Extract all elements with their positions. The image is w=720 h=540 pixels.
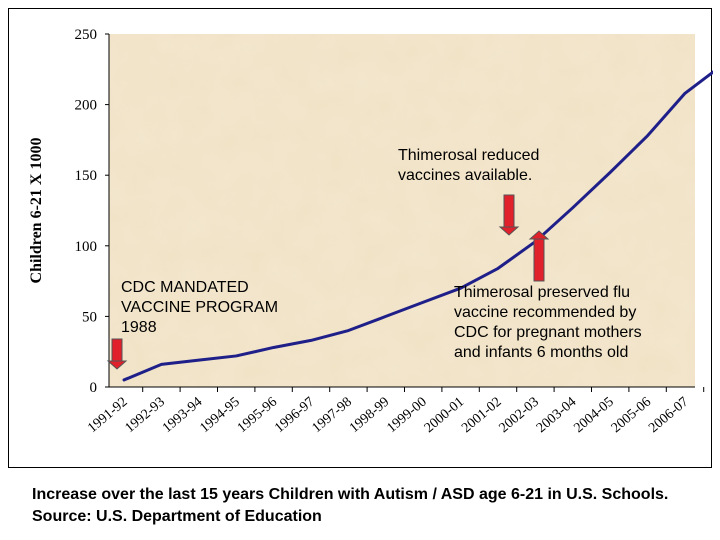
x-tick-label: 1997-98 xyxy=(310,395,355,436)
x-tick-label: 2006-07 xyxy=(646,395,691,436)
x-tick-label: 1999-00 xyxy=(384,395,429,436)
chart-frame: 0 50 100 150 200 250 1991-92 1992-93 1993-94 1994… xyxy=(8,8,713,468)
x-tick-label: 1995-96 xyxy=(235,395,280,436)
annotation-text: and infants 6 months old xyxy=(454,344,628,361)
y-tick-label: 100 xyxy=(75,239,98,255)
x-tick-label: 1993-94 xyxy=(160,395,205,436)
chart-caption: Increase over the last 15 years Children… xyxy=(32,486,669,525)
x-tick-label: 1994-95 xyxy=(197,395,242,436)
y-tick-label: 250 xyxy=(75,27,98,43)
x-tick-label: 2001-02 xyxy=(459,395,504,436)
annotation-text: CDC MANDATED xyxy=(121,279,249,296)
annotation-text: vaccine recommended by xyxy=(454,304,636,321)
x-tick-label: 2003-04 xyxy=(534,395,579,436)
annotation-text: VACCINE PROGRAM xyxy=(121,299,278,316)
y-tick-label: 150 xyxy=(75,168,98,184)
y-tick-label: 50 xyxy=(82,309,97,325)
x-tick-label: 1998-99 xyxy=(347,395,392,436)
x-tick-label: 1992-93 xyxy=(123,395,168,436)
series-line xyxy=(122,70,713,382)
chart: 0 50 100 150 200 250 1991-921992-931993-941994… xyxy=(28,27,713,436)
x-tick-label: 1996-97 xyxy=(272,395,317,436)
x-tick-label: 2005-06 xyxy=(609,395,654,436)
annotation-text: 1988 xyxy=(121,319,157,336)
arrow-flu-vaccine xyxy=(528,230,550,282)
annotation-text: Thimerosal preserved flu xyxy=(454,284,630,301)
arrow-thimerosal-reduced xyxy=(498,194,520,236)
annotation-text: vaccines available. xyxy=(398,167,532,184)
x-tick-label: 2004-05 xyxy=(571,395,616,436)
x-tick-label: 2002-03 xyxy=(497,395,542,436)
annotation-text: Thimerosal reduced xyxy=(398,147,539,164)
plot-texture xyxy=(109,34,695,387)
x-tick-label: 2000-01 xyxy=(422,395,467,436)
x-tick-label: 1991-92 xyxy=(85,395,130,436)
y-tick-label: 0 xyxy=(90,380,98,396)
annotation-text: CDC for pregnant mothers xyxy=(454,324,642,341)
y-tick-label: 200 xyxy=(75,98,98,114)
arrow-cdc-mandated xyxy=(106,338,128,370)
y-axis-title: Children 6-21 X 1000 xyxy=(28,138,45,284)
